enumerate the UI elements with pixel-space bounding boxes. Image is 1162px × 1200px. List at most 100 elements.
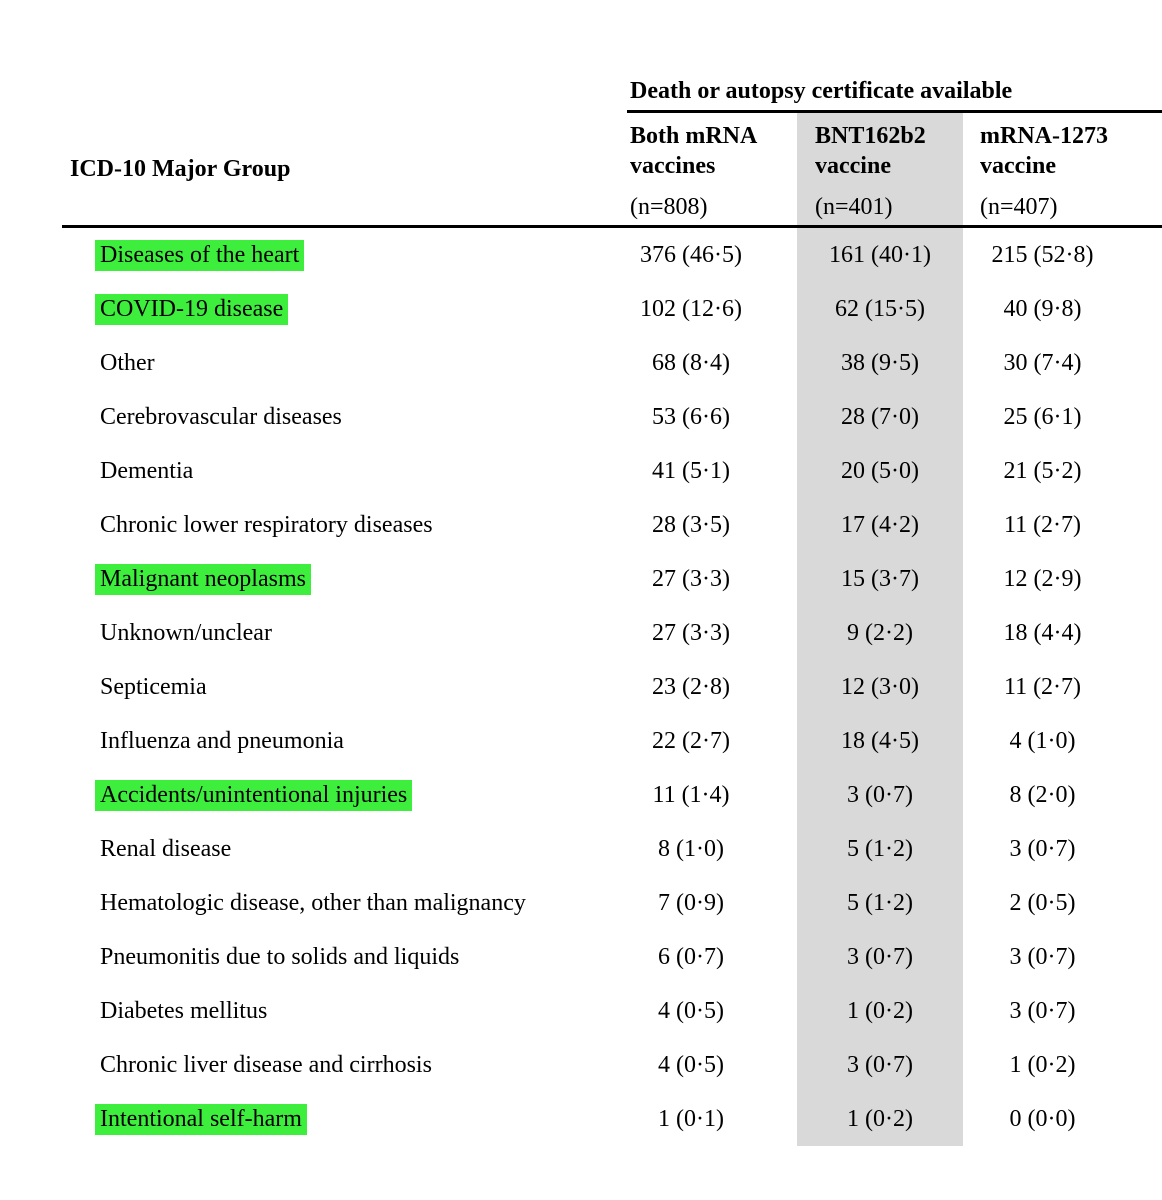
cell-both-mrna: 53 (6·6)	[600, 390, 797, 444]
table-row: Accidents/unintentional injuries 11 (1·4…	[62, 768, 1162, 822]
cell-value: 18 (4·4)	[1003, 619, 1082, 646]
cell-bnt162b2: 1 (0·2)	[797, 1092, 963, 1146]
cell-mrna-1273: 3 (0·7)	[963, 822, 1162, 876]
table-row: Hematologic disease, other than malignan…	[62, 876, 1162, 930]
table-row: Intentional self-harm 1 (0·1) 1 (0·2) 0 …	[62, 1092, 1162, 1146]
cell-value: 4 (1·0)	[1009, 727, 1076, 754]
cell-mrna-1273: 21 (5·2)	[963, 444, 1162, 498]
row-label-cell: Other	[62, 336, 600, 390]
table-row: Cerebrovascular diseases 53 (6·6) 28 (7·…	[62, 390, 1162, 444]
column-n-count: (n=808)	[630, 194, 708, 220]
column-header-both-mrna: Both mRNA vaccines (n=808)	[600, 113, 797, 228]
cell-both-mrna: 8 (1·0)	[600, 822, 797, 876]
row-label-cell: Chronic lower respiratory diseases	[62, 498, 600, 552]
cell-value: 15 (3·7)	[841, 565, 919, 592]
cell-bnt162b2: 20 (5·0)	[797, 444, 963, 498]
cell-value: 3 (0·7)	[847, 943, 913, 970]
table-row: Septicemia 23 (2·8) 12 (3·0) 11 (2·7)	[62, 660, 1162, 714]
cell-value: 30 (7·4)	[1003, 349, 1082, 376]
table-header-row: ICD-10 Major Group Both mRNA vaccines (n…	[62, 113, 1162, 228]
cell-value: 161 (40·1)	[829, 241, 931, 268]
row-label: Diabetes mellitus	[100, 997, 268, 1024]
cell-both-mrna: 4 (0·5)	[600, 984, 797, 1038]
cell-mrna-1273: 2 (0·5)	[963, 876, 1162, 930]
row-label-cell: Intentional self-harm	[62, 1092, 600, 1146]
table-row: Chronic lower respiratory diseases 28 (3…	[62, 498, 1162, 552]
row-label: Diseases of the heart	[95, 239, 305, 271]
cell-value: 28 (7·0)	[841, 403, 919, 430]
table-row: Renal disease 8 (1·0) 5 (1·2) 3 (0·7)	[62, 822, 1162, 876]
cell-both-mrna: 23 (2·8)	[600, 660, 797, 714]
table-row: Chronic liver disease and cirrhosis 4 (0…	[62, 1038, 1162, 1092]
cell-value: 25 (6·1)	[1003, 403, 1082, 430]
cell-mrna-1273: 25 (6·1)	[963, 390, 1162, 444]
column-header-mrna-1273: mRNA-1273 vaccine (n=407)	[963, 113, 1162, 228]
row-label-cell: Diseases of the heart	[62, 228, 600, 282]
cell-mrna-1273: 1 (0·2)	[963, 1038, 1162, 1092]
cell-bnt162b2: 17 (4·2)	[797, 498, 963, 552]
cell-value: 9 (2·2)	[847, 619, 913, 646]
cell-value: 27 (3·3)	[652, 565, 730, 592]
row-label: Influenza and pneumonia	[100, 727, 344, 754]
row-label-cell: Pneumonitis due to solids and liquids	[62, 930, 600, 984]
cell-value: 21 (5·2)	[1003, 457, 1082, 484]
cell-value: 18 (4·5)	[841, 727, 919, 754]
row-label-cell: Cerebrovascular diseases	[62, 390, 600, 444]
row-label: Chronic liver disease and cirrhosis	[100, 1051, 432, 1078]
row-group-header: ICD-10 Major Group	[62, 113, 600, 228]
cell-bnt162b2: 3 (0·7)	[797, 930, 963, 984]
cell-value: 7 (0·9)	[658, 889, 724, 916]
cell-bnt162b2: 1 (0·2)	[797, 984, 963, 1038]
cell-value: 11 (2·7)	[1003, 673, 1082, 700]
row-group-header-label: ICD-10 Major Group	[70, 155, 291, 182]
cell-both-mrna: 41 (5·1)	[600, 444, 797, 498]
cell-both-mrna: 376 (46·5)	[600, 228, 797, 282]
cell-value: 8 (1·0)	[658, 835, 724, 862]
cell-mrna-1273: 11 (2·7)	[963, 498, 1162, 552]
column-name: mRNA-1273 vaccine	[980, 123, 1108, 179]
row-label-cell: Diabetes mellitus	[62, 984, 600, 1038]
cell-value: 28 (3·5)	[652, 511, 730, 538]
row-label-cell: Accidents/unintentional injuries	[62, 768, 600, 822]
table-row: Influenza and pneumonia 22 (2·7) 18 (4·5…	[62, 714, 1162, 768]
cell-bnt162b2: 28 (7·0)	[797, 390, 963, 444]
cell-value: 11 (1·4)	[652, 781, 730, 808]
row-label-cell: Dementia	[62, 444, 600, 498]
cell-value: 5 (1·2)	[847, 889, 913, 916]
cell-both-mrna: 27 (3·3)	[600, 606, 797, 660]
cell-mrna-1273: 215 (52·8)	[963, 228, 1162, 282]
statistics-table: Death or autopsy certificate available I…	[62, 78, 1162, 1146]
row-label-cell: Hematologic disease, other than malignan…	[62, 876, 600, 930]
row-label: Accidents/unintentional injuries	[95, 779, 413, 811]
table-body: Diseases of the heart 376 (46·5) 161 (40…	[62, 228, 1162, 1146]
cell-bnt162b2: 38 (9·5)	[797, 336, 963, 390]
cell-value: 12 (2·9)	[1003, 565, 1082, 592]
row-label: COVID-19 disease	[95, 293, 289, 325]
cell-mrna-1273: 12 (2·9)	[963, 552, 1162, 606]
cell-mrna-1273: 4 (1·0)	[963, 714, 1162, 768]
cell-value: 4 (0·5)	[658, 1051, 724, 1078]
table-row: Malignant neoplasms 27 (3·3) 15 (3·7) 12…	[62, 552, 1162, 606]
column-name: BNT162b2 vaccine	[815, 123, 926, 179]
cell-value: 1 (0·1)	[658, 1105, 724, 1132]
cell-value: 8 (2·0)	[1009, 781, 1076, 808]
cell-bnt162b2: 5 (1·2)	[797, 876, 963, 930]
row-label: Malignant neoplasms	[95, 563, 311, 595]
cell-value: 3 (0·7)	[847, 781, 913, 808]
cell-bnt162b2: 15 (3·7)	[797, 552, 963, 606]
cell-both-mrna: 11 (1·4)	[600, 768, 797, 822]
cell-mrna-1273: 3 (0·7)	[963, 984, 1162, 1038]
cell-value: 23 (2·8)	[652, 673, 730, 700]
table-row: Dementia 41 (5·1) 20 (5·0) 21 (5·2)	[62, 444, 1162, 498]
cell-both-mrna: 4 (0·5)	[600, 1038, 797, 1092]
row-label: Hematologic disease, other than malignan…	[100, 889, 526, 916]
cell-value: 376 (46·5)	[640, 241, 742, 268]
row-label: Unknown/unclear	[100, 619, 272, 646]
cell-value: 102 (12·6)	[640, 295, 742, 322]
cell-mrna-1273: 11 (2·7)	[963, 660, 1162, 714]
cell-bnt162b2: 5 (1·2)	[797, 822, 963, 876]
column-n-count: (n=401)	[815, 194, 893, 220]
row-label-cell: Chronic liver disease and cirrhosis	[62, 1038, 600, 1092]
cell-both-mrna: 7 (0·9)	[600, 876, 797, 930]
cell-both-mrna: 6 (0·7)	[600, 930, 797, 984]
